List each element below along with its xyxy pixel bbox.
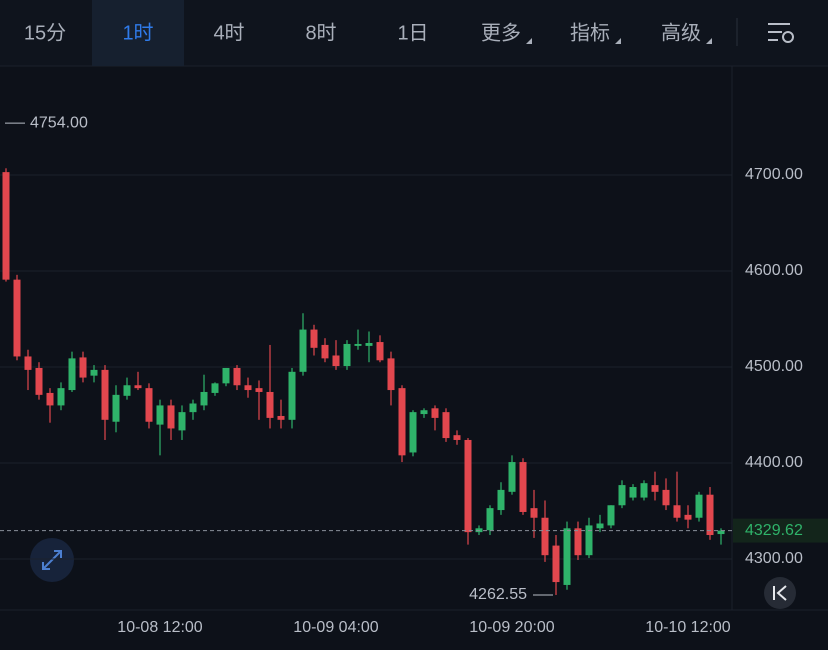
candle-body bbox=[717, 530, 725, 535]
candle-body bbox=[651, 485, 659, 492]
candle-body bbox=[464, 439, 472, 533]
dropdown-indicator bbox=[526, 38, 532, 44]
candle-body bbox=[343, 343, 351, 367]
candle-body bbox=[46, 392, 54, 406]
candle-body bbox=[706, 494, 714, 536]
candle-body bbox=[453, 435, 461, 440]
candle-body bbox=[35, 367, 43, 395]
candle-body bbox=[684, 514, 692, 520]
candle-body bbox=[585, 525, 593, 556]
candle-body bbox=[607, 505, 615, 526]
candle-body bbox=[13, 279, 21, 357]
candle-body bbox=[420, 410, 428, 415]
candle-body bbox=[145, 388, 153, 422]
y-tick-label: 4600.00 bbox=[745, 262, 803, 279]
candle-body bbox=[376, 342, 384, 361]
candle-body bbox=[695, 494, 703, 518]
last-price-label: 4329.62 bbox=[745, 522, 803, 539]
candle-body bbox=[310, 329, 318, 348]
candle-body bbox=[574, 528, 582, 556]
y-tick-label: 4700.00 bbox=[745, 166, 803, 183]
candle-body bbox=[552, 545, 560, 583]
candle-body bbox=[178, 412, 186, 431]
candle-body bbox=[354, 343, 362, 346]
candle-body bbox=[79, 357, 87, 378]
candle-body bbox=[255, 388, 263, 392]
candle-body bbox=[321, 344, 329, 359]
candle-body bbox=[486, 508, 494, 531]
candle-body bbox=[508, 462, 516, 492]
x-tick-label: 10-09 20:00 bbox=[469, 619, 555, 636]
candle-body bbox=[211, 383, 219, 393]
candle-body bbox=[123, 385, 131, 396]
candle-body bbox=[541, 517, 549, 556]
candle-body bbox=[233, 367, 241, 386]
candle-body bbox=[629, 487, 637, 498]
y-tick-label: 4300.00 bbox=[745, 550, 803, 567]
candle-body bbox=[409, 412, 417, 453]
candle-body bbox=[332, 355, 340, 367]
y-tick-label: 4400.00 bbox=[745, 454, 803, 471]
candle-body bbox=[519, 462, 527, 512]
candle-body bbox=[596, 523, 604, 529]
tab-label[interactable]: 4时 bbox=[213, 21, 244, 44]
tab-label[interactable]: 更多 bbox=[481, 21, 521, 44]
expand-button[interactable] bbox=[30, 538, 74, 582]
candle-body bbox=[90, 369, 98, 376]
tab-label[interactable]: 指标 bbox=[570, 21, 610, 44]
candle-body bbox=[222, 367, 230, 384]
y-tick-label: 4500.00 bbox=[745, 358, 803, 375]
candle-body bbox=[112, 394, 120, 422]
candle-body bbox=[442, 412, 450, 439]
dropdown-indicator bbox=[615, 38, 621, 44]
x-tick-label: 10-10 12:00 bbox=[645, 619, 731, 636]
candle-body bbox=[398, 388, 406, 456]
candle-body bbox=[266, 391, 274, 418]
candle-body bbox=[673, 505, 681, 518]
tab-label[interactable]: 8时 bbox=[305, 21, 336, 44]
active-tab-background bbox=[92, 0, 184, 66]
scroll-to-latest-button[interactable] bbox=[764, 577, 796, 609]
candle-body bbox=[640, 483, 648, 498]
last-price-box bbox=[733, 518, 828, 543]
dropdown-indicator bbox=[706, 38, 712, 44]
candle-body bbox=[618, 485, 626, 506]
candle-body bbox=[57, 388, 65, 406]
candle-body bbox=[244, 385, 252, 391]
candle-body bbox=[167, 405, 175, 429]
tab-label[interactable]: 1日 bbox=[397, 22, 428, 44]
candle-body bbox=[387, 358, 395, 391]
tab-label[interactable]: 15分 bbox=[24, 21, 66, 44]
x-tick-label: 10-09 04:00 bbox=[293, 619, 379, 636]
candle-body bbox=[101, 369, 109, 420]
candle-body bbox=[431, 408, 439, 418]
candle-body bbox=[156, 405, 164, 425]
candle-body bbox=[288, 371, 296, 420]
candle-body bbox=[662, 489, 670, 506]
x-tick-label: 10-08 12:00 bbox=[117, 619, 203, 636]
candle-body bbox=[530, 508, 538, 518]
candle-body bbox=[299, 329, 307, 372]
candle-body bbox=[68, 358, 76, 391]
settings-icon[interactable] bbox=[768, 23, 794, 43]
candle-body bbox=[134, 385, 142, 389]
tab-label[interactable]: 1时 bbox=[122, 21, 153, 44]
candle-body bbox=[277, 415, 285, 420]
candle-body bbox=[24, 356, 32, 370]
candle-body bbox=[200, 391, 208, 406]
candle-body bbox=[563, 528, 571, 585]
candle-body bbox=[189, 403, 197, 413]
candle-body bbox=[365, 343, 373, 346]
min-marker-label: 4262.55 bbox=[469, 586, 527, 603]
max-marker-label: 4754.00 bbox=[30, 114, 88, 131]
candle-body bbox=[497, 489, 505, 511]
candle-body bbox=[2, 172, 10, 280]
tab-label[interactable]: 高级 bbox=[661, 21, 701, 44]
